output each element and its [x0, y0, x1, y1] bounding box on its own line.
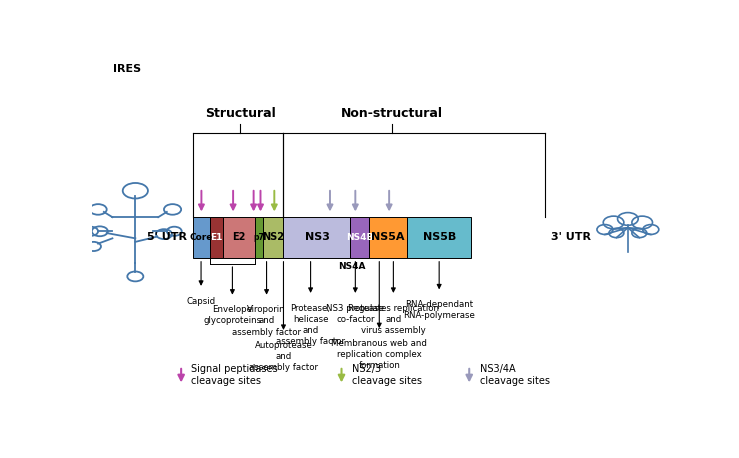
Text: E2: E2 [232, 233, 245, 242]
Bar [284, 217, 350, 258]
Text: Structural: Structural [205, 107, 276, 120]
Bar [255, 217, 263, 258]
Text: NS3/4A
cleavage sites: NS3/4A cleavage sites [480, 364, 550, 386]
Bar [263, 217, 284, 258]
Bar [210, 217, 223, 258]
Text: Capsid: Capsid [186, 296, 216, 305]
Text: NS2/3
cleavage sites: NS2/3 cleavage sites [352, 364, 422, 386]
Text: NS2: NS2 [262, 233, 285, 242]
Text: E1: E1 [210, 233, 222, 242]
Bar [223, 217, 255, 258]
Text: IRES: IRES [112, 64, 141, 74]
Text: p7: p7 [253, 233, 265, 242]
Text: Viroporin
and
assembly factor: Viroporin and assembly factor [232, 305, 301, 337]
Text: Core: Core [189, 233, 213, 242]
Text: NS5B: NS5B [423, 233, 456, 242]
Bar [193, 217, 210, 258]
Text: Envelope
glycoproteins: Envelope glycoproteins [203, 305, 262, 326]
Text: 3' UTR: 3' UTR [551, 233, 590, 242]
Text: NS4A: NS4A [338, 262, 366, 271]
Text: 5' UTR: 5' UTR [147, 233, 187, 242]
Text: NS3: NS3 [304, 233, 330, 242]
Bar [407, 217, 471, 258]
Text: NS3 protease
co-factor: NS3 protease co-factor [326, 304, 384, 324]
Text: Protease,
helicase
and
assembly factor: Protease, helicase and assembly factor [276, 304, 345, 346]
Bar [369, 217, 407, 258]
Text: NS4B: NS4B [346, 233, 373, 242]
Text: RNA-dependant
RNA-polymerase: RNA-dependant RNA-polymerase [403, 300, 475, 320]
Text: Signal peptidases
cleavage sites: Signal peptidases cleavage sites [191, 364, 278, 386]
Text: Autoprotease
and
assembly factor: Autoprotease and assembly factor [249, 341, 318, 372]
Text: Membranous web and
replication complex
formation: Membranous web and replication complex f… [331, 339, 427, 370]
Text: NS5A: NS5A [371, 233, 405, 242]
Bar [350, 217, 369, 258]
Text: Regulates replication
and
virus assembly: Regulates replication and virus assembly [348, 304, 439, 335]
Text: Non-structural: Non-structural [341, 107, 443, 120]
